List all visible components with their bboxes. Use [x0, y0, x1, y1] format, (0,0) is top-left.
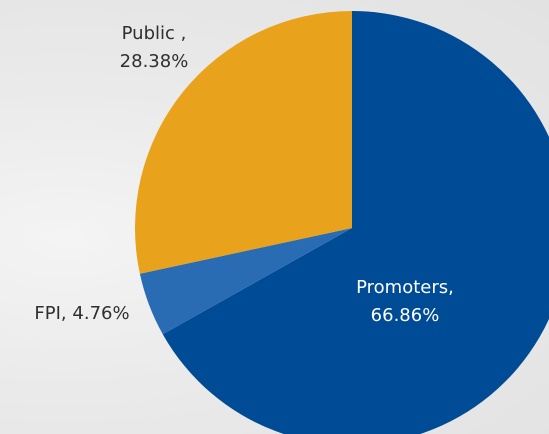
pie-slice-promoters: [162, 11, 549, 434]
data-label-public-value: 28.38%: [119, 51, 189, 72]
data-label-promoters-value: 66.86%: [370, 305, 440, 326]
data-label-promoters-name: Promoters,: [356, 277, 454, 298]
data-label-public-name: Public ,: [121, 23, 187, 44]
data-label-public: Public , 28.38%: [96, 20, 212, 76]
data-label-fpi-value: 4.76%: [72, 303, 130, 324]
data-label-promoters: Promoters, 66.86%: [340, 274, 470, 330]
data-label-fpi-name: FPI,: [34, 303, 67, 324]
pie-slice-public: [135, 11, 352, 274]
pie-slice-fpi: [139, 228, 352, 335]
data-label-fpi: FPI, 4.76%: [12, 300, 152, 328]
